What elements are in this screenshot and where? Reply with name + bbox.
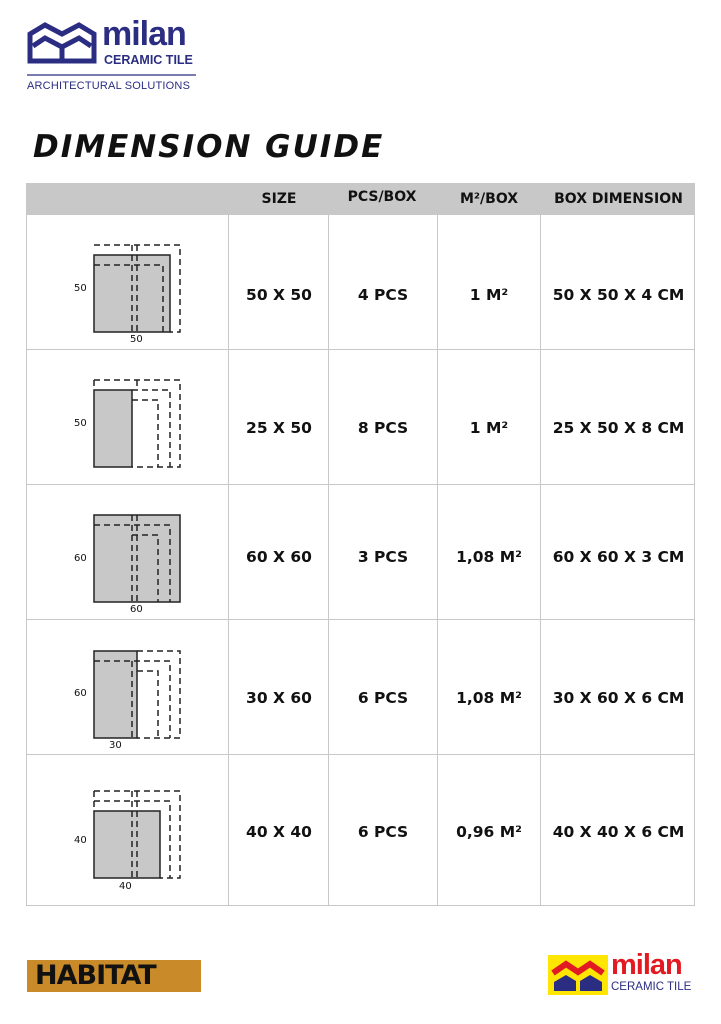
tile-diagram-50x50: [93, 244, 181, 333]
column-header-m2-box: M²/BOX: [459, 191, 519, 207]
logo-divider: [27, 74, 196, 76]
size-cell: 50 X 50: [246, 286, 312, 304]
size-cell: 30 X 60: [246, 689, 312, 707]
tile-height-label: 40: [74, 835, 87, 846]
tile-diagram-40x40: [93, 790, 181, 879]
table-row: 60 60 60 X 60 3 PCS 1,08 M² 60 X 60 X 3 …: [27, 484, 694, 619]
m2-cell: 0,96 M²: [456, 823, 522, 841]
tile-diagram-30x60: [93, 650, 181, 739]
logo-subtitle: CERAMIC TILE: [104, 53, 193, 67]
size-cell: 25 X 50: [246, 419, 312, 437]
table-row: 60 30 30 X 60 6 PCS 1,08 M² 30 X 60 X 6 …: [27, 619, 694, 754]
pcs-cell: 6 PCS: [357, 823, 409, 841]
tile-width-label: 40: [119, 881, 132, 892]
tile-height-label: 60: [74, 688, 87, 699]
page-title: DIMENSION GUIDE: [33, 129, 385, 165]
table-row: 40 40 40 X 40 6 PCS 0,96 M² 40 X 40 X 6 …: [27, 754, 694, 907]
logo-wordmark: milan: [102, 15, 187, 53]
habitat-logo: HABITAT: [27, 960, 201, 992]
column-divider: [228, 214, 229, 905]
tile-height-label: 60: [74, 553, 87, 564]
footer-logo-wordmark: milan: [611, 949, 683, 981]
dimension-table: SIZE PCS/BOX M²/BOX BOX DIMENSION 50 50 …: [26, 183, 695, 906]
size-cell: 40 X 40: [246, 823, 312, 841]
logo-tagline: ARCHITECTURAL SOLUTIONS: [27, 80, 191, 92]
table-row: 50 25 X 50 8 PCS 1 M² 25 X 50 X 8 CM: [27, 349, 694, 484]
footer-logo-subtitle: CERAMIC TILE: [611, 981, 692, 993]
size-cell: 60 X 60: [246, 548, 312, 566]
box-dimension-cell: 50 X 50 X 4 CM: [552, 286, 685, 304]
pcs-cell: 4 PCS: [357, 286, 409, 304]
m2-cell: 1 M²: [469, 286, 509, 304]
column-header-size: SIZE: [261, 191, 297, 207]
tile-height-label: 50: [74, 283, 87, 294]
m2-cell: 1 M²: [469, 419, 509, 437]
table-header: SIZE PCS/BOX M²/BOX BOX DIMENSION: [27, 184, 694, 214]
column-header-pcs-box: PCS/BOX: [347, 189, 417, 205]
tile-width-label: 50: [130, 334, 143, 345]
milan-house-color-logo-icon: [548, 955, 608, 995]
box-dimension-cell: 30 X 60 X 6 CM: [552, 689, 685, 707]
habitat-logo-text: HABITAT: [35, 960, 157, 991]
m2-cell: 1,08 M²: [456, 548, 522, 566]
box-dimension-cell: 60 X 60 X 3 CM: [552, 548, 685, 566]
tile-width-label: 60: [130, 604, 143, 615]
table-row: 50 50 50 X 50 4 PCS 1 M² 50 X 50 X 4 CM: [27, 214, 694, 349]
column-divider: [437, 214, 438, 905]
pcs-cell: 3 PCS: [357, 548, 409, 566]
box-dimension-cell: 40 X 40 X 6 CM: [552, 823, 685, 841]
m2-cell: 1,08 M²: [456, 689, 522, 707]
tile-width-label: 30: [109, 740, 122, 751]
pcs-cell: 6 PCS: [357, 689, 409, 707]
tile-height-label: 50: [74, 418, 87, 429]
box-dimension-cell: 25 X 50 X 8 CM: [552, 419, 685, 437]
milan-house-logo-icon: [27, 22, 97, 64]
tile-diagram-60x60: [93, 514, 181, 603]
column-divider: [540, 214, 541, 905]
column-divider: [328, 214, 329, 905]
pcs-cell: 8 PCS: [357, 419, 409, 437]
column-header-box-dimension: BOX DIMENSION: [554, 191, 683, 207]
tile-diagram-25x50: [93, 379, 181, 468]
